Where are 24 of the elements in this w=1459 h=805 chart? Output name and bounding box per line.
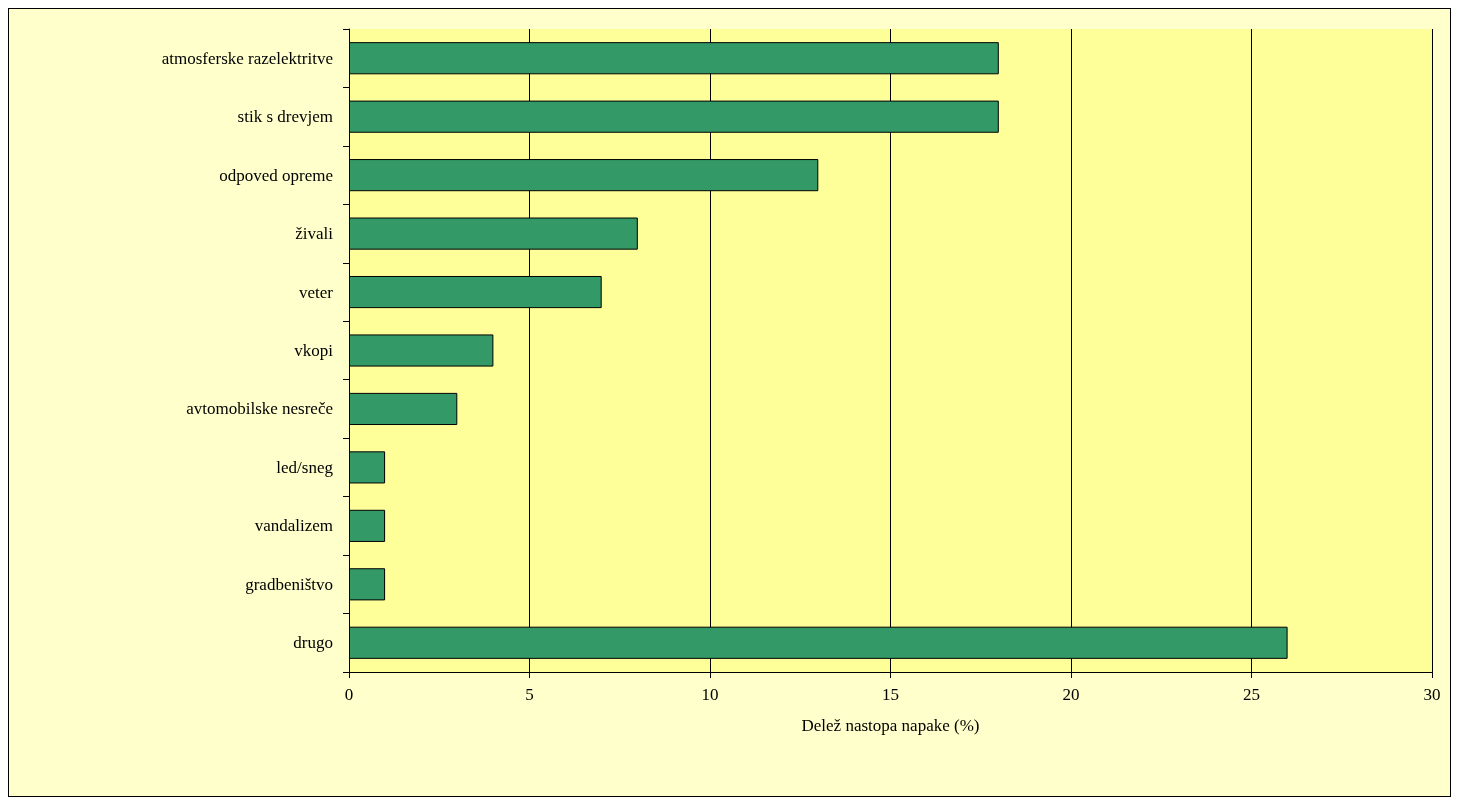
x-tick-label: 0 <box>344 685 354 704</box>
y-tick-label: led/sneg <box>276 457 334 477</box>
y-tick-label: vkopi <box>294 341 334 360</box>
bar <box>349 568 386 601</box>
y-tick-label: stik s drevjem <box>237 107 333 127</box>
x-tick-label: 5 <box>525 685 534 704</box>
y-tick-label: avtomobilske nesreče <box>186 399 333 419</box>
x-tick-label: 15 <box>882 685 899 704</box>
x-tick-label: 30 <box>1423 685 1441 704</box>
y-tick-label: drugo <box>293 633 333 653</box>
y-tick-label: odpoved opreme <box>219 165 333 185</box>
y-tick-label: atmosferske razelektritve <box>161 48 333 68</box>
bar <box>349 509 386 542</box>
y-tick-label: veter <box>299 282 334 302</box>
x-tick-label: 25 <box>1243 685 1260 704</box>
x-tick-label: 10 <box>701 685 719 704</box>
y-tick-label: vandalizem <box>254 516 333 536</box>
y-tick-label: gradbeništvo <box>245 574 333 594</box>
bar <box>349 392 458 426</box>
y-tick-label: živali <box>295 224 334 244</box>
bar <box>349 451 386 484</box>
x-axis-title: Delež nastopa napake (%) <box>801 716 980 735</box>
bar <box>349 334 494 367</box>
x-tick-label: 20 <box>1062 685 1080 704</box>
